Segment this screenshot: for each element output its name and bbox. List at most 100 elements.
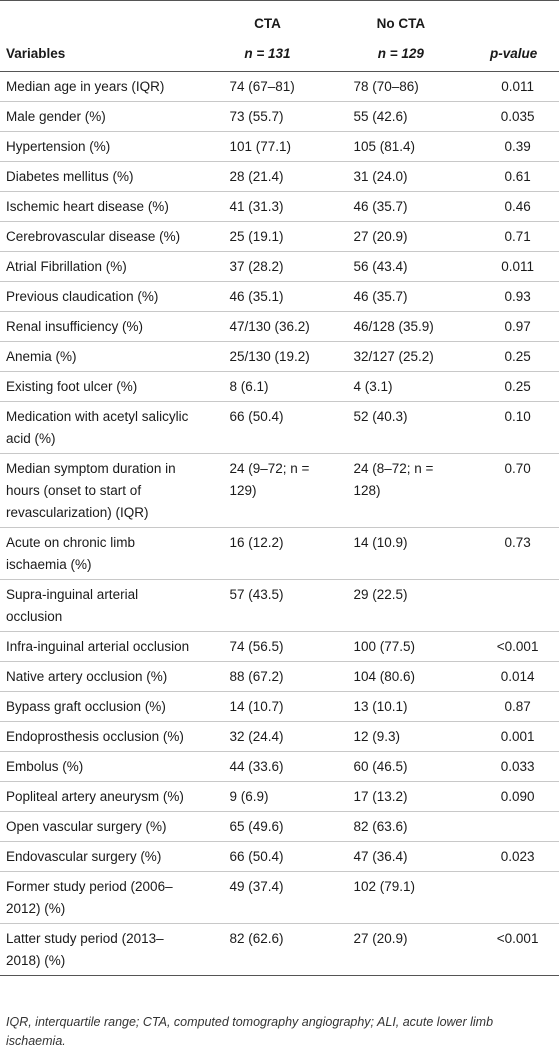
table-row: Supra-inguinal arterial occlusion 57 (43.…	[0, 579, 559, 632]
variable-cell: Previous claudication (%)	[0, 281, 202, 312]
variable-cell: Ischemic heart disease (%)	[0, 191, 202, 222]
no-cta-cell: 47 (36.4)	[333, 841, 469, 872]
variable-cell: Cerebrovascular disease (%)	[0, 221, 202, 252]
cta-cell: 74 (67–81)	[201, 71, 334, 102]
no-cta-cell: 78 (70–86)	[333, 71, 469, 102]
p-value-cell: 0.035	[468, 101, 559, 132]
no-cta-cell: 13 (10.1)	[333, 691, 469, 722]
p-value-cell: 0.011	[468, 251, 559, 282]
variable-cell: Median symptom duration in hours (onset …	[0, 453, 202, 528]
variable-cell: Renal insufficiency (%)	[0, 311, 202, 342]
table-row: Previous claudication (%) 46 (35.1) 46 (35…	[0, 281, 559, 312]
p-value-cell	[468, 871, 559, 924]
p-value-cell: 0.10	[468, 401, 559, 454]
variable-cell: Popliteal artery aneurysm (%)	[0, 781, 202, 812]
p-value-cell: 0.87	[468, 691, 559, 722]
p-value-cell: 0.014	[468, 661, 559, 692]
variable-cell: Diabetes mellitus (%)	[0, 161, 202, 192]
no-cta-cell: 102 (79.1)	[333, 871, 469, 924]
table-row: Male gender (%) 73 (55.7) 55 (42.6) 0.035	[0, 101, 559, 132]
p-value-cell: <0.001	[468, 631, 559, 662]
p-value-cell: 0.39	[468, 131, 559, 162]
table-row: Median symptom duration in hours (onset …	[0, 453, 559, 528]
p-value-header: p-value	[468, 37, 559, 72]
variable-cell: Existing foot ulcer (%)	[0, 371, 202, 402]
p-value-cell: 0.023	[468, 841, 559, 872]
no-cta-cell: 100 (77.5)	[333, 631, 469, 662]
variable-cell: Bypass graft occlusion (%)	[0, 691, 202, 722]
cta-cell: 44 (33.6)	[201, 751, 334, 782]
variable-cell: Median age in years (IQR)	[0, 71, 202, 102]
p-value-cell	[468, 579, 559, 632]
table-row: Popliteal artery aneurysm (%) 9 (6.9) 17 (…	[0, 781, 559, 812]
variable-cell: Open vascular surgery (%)	[0, 811, 202, 842]
table-row: Native artery occlusion (%) 88 (67.2) 104 …	[0, 661, 559, 692]
table-row: Endovascular surgery (%) 66 (50.4) 47 (36.…	[0, 841, 559, 872]
p-value-cell: 0.71	[468, 221, 559, 252]
p-value-cell: 0.61	[468, 161, 559, 192]
table-header: CTA No CTA Variables n = 131 n = 129 p-v…	[0, 0, 559, 72]
p-value-cell	[468, 811, 559, 842]
group1-label: CTA	[254, 16, 281, 31]
cta-cell: 37 (28.2)	[201, 251, 334, 282]
no-cta-cell: 52 (40.3)	[333, 401, 469, 454]
cta-cell: 66 (50.4)	[201, 841, 334, 872]
table-row: Medication with acetyl salicylic acid (%…	[0, 401, 559, 454]
no-cta-cell: 17 (13.2)	[333, 781, 469, 812]
variable-cell: Former study period (2006–2012) (%)	[0, 871, 202, 924]
no-cta-cell: 31 (24.0)	[333, 161, 469, 192]
table-body: Median age in years (IQR) 74 (67–81) 78 (7…	[0, 71, 559, 976]
table-row: Acute on chronic limb ischaemia (%) 16 (1…	[0, 527, 559, 580]
no-cta-cell: 56 (43.4)	[333, 251, 469, 282]
group2-n: n = 129	[333, 37, 469, 72]
cta-cell: 8 (6.1)	[201, 371, 334, 402]
variable-cell: Supra-inguinal arterial occlusion	[0, 579, 202, 632]
table-row: Median age in years (IQR) 74 (67–81) 78 (7…	[0, 71, 559, 102]
table-row: Latter study period (2013–2018) (%) 82 (6…	[0, 923, 559, 976]
no-cta-cell: 14 (10.9)	[333, 527, 469, 580]
p-value-cell: 0.73	[468, 527, 559, 580]
variable-cell: Native artery occlusion (%)	[0, 661, 202, 692]
table-row: Atrial Fibrillation (%) 37 (28.2) 56 (43.4…	[0, 251, 559, 282]
no-cta-cell: 32/127 (25.2)	[333, 341, 469, 372]
p-value-cell: 0.97	[468, 311, 559, 342]
no-cta-cell: 27 (20.9)	[333, 923, 469, 976]
variable-cell: Endovascular surgery (%)	[0, 841, 202, 872]
table-row: Infra-inguinal arterial occlusion 74 (56.…	[0, 631, 559, 662]
cta-cell: 82 (62.6)	[201, 923, 334, 976]
no-cta-cell: 29 (22.5)	[333, 579, 469, 632]
no-cta-cell: 4 (3.1)	[333, 371, 469, 402]
p-value-cell: 0.25	[468, 341, 559, 372]
table-row: Cerebrovascular disease (%) 25 (19.1) 27 (…	[0, 221, 559, 252]
cta-cell: 49 (37.4)	[201, 871, 334, 924]
table-row: Embolus (%) 44 (33.6) 60 (46.5) 0.033	[0, 751, 559, 782]
cta-cell: 73 (55.7)	[201, 101, 334, 132]
p-value-cell: 0.001	[468, 721, 559, 752]
table-row: Anemia (%) 25/130 (19.2) 32/127 (25.2) 0.25	[0, 341, 559, 372]
cta-cell: 24 (9–72; n = 129)	[201, 453, 334, 528]
no-cta-cell: 105 (81.4)	[333, 131, 469, 162]
cta-cell: 47/130 (36.2)	[201, 311, 334, 342]
table-row: Endoprosthesis occlusion (%) 32 (24.4) 12 …	[0, 721, 559, 752]
variable-cell: Latter study period (2013–2018) (%)	[0, 923, 202, 976]
variable-cell: Atrial Fibrillation (%)	[0, 251, 202, 282]
no-cta-cell: 27 (20.9)	[333, 221, 469, 252]
p-value-cell: 0.033	[468, 751, 559, 782]
p-value-cell: 0.70	[468, 453, 559, 528]
cta-cell: 74 (56.5)	[201, 631, 334, 662]
variable-cell: Endoprosthesis occlusion (%)	[0, 721, 202, 752]
group2-label: No CTA	[376, 16, 426, 31]
no-cta-cell: 24 (8–72; n = 128)	[333, 453, 469, 528]
table-row: Diabetes mellitus (%) 28 (21.4) 31 (24.0) 0…	[0, 161, 559, 192]
cta-cell: 46 (35.1)	[201, 281, 334, 312]
cta-cell: 28 (21.4)	[201, 161, 334, 192]
variable-cell: Medication with acetyl salicylic acid (%…	[0, 401, 202, 454]
cta-cell: 88 (67.2)	[201, 661, 334, 692]
no-cta-cell: 60 (46.5)	[333, 751, 469, 782]
cta-cell: 16 (12.2)	[201, 527, 334, 580]
no-cta-cell: 104 (80.6)	[333, 661, 469, 692]
variable-cell: Anemia (%)	[0, 341, 202, 372]
table-row: Hypertension (%) 101 (77.1) 105 (81.4) 0.39	[0, 131, 559, 162]
table-row: Existing foot ulcer (%) 8 (6.1) 4 (3.1) 0.2…	[0, 371, 559, 402]
